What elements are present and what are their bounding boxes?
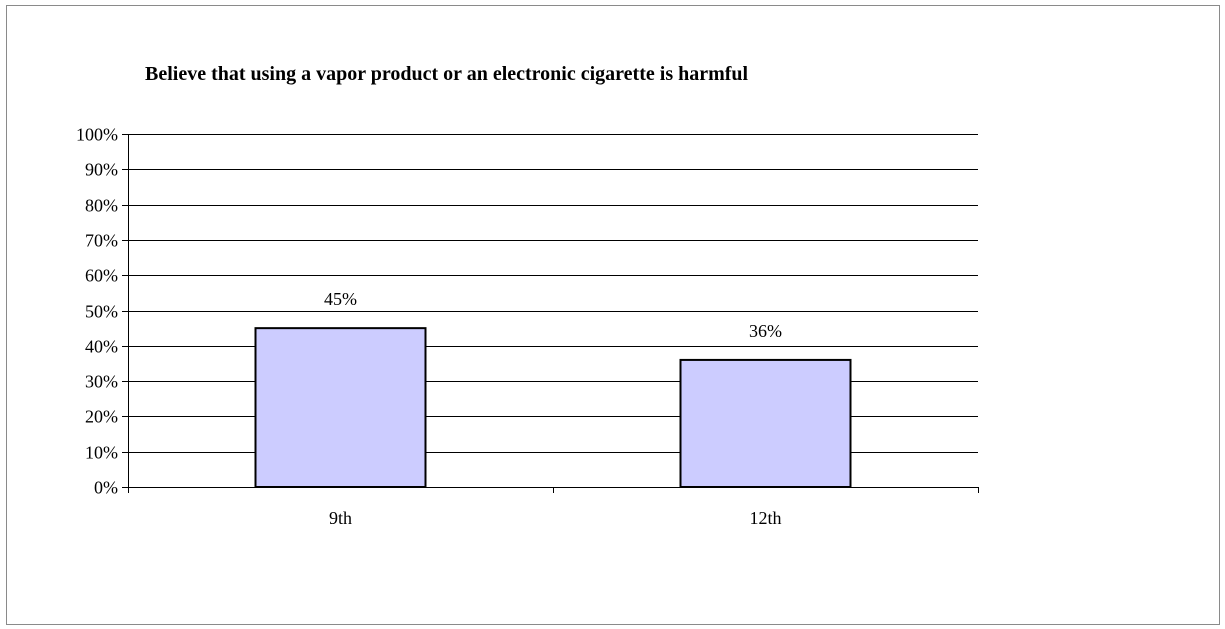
x-tick-label: 12th <box>749 508 781 528</box>
y-tick-label: 0% <box>94 478 118 498</box>
y-tick-label: 80% <box>85 196 118 216</box>
labels: 0% 10% 20% 30% 40% 50% 60% 70% 80% 90% 100% 45% 9th 3… <box>76 125 782 529</box>
x-tick-label: 9th <box>329 508 352 528</box>
y-tick-label: 20% <box>85 407 118 427</box>
data-label: 45% <box>324 289 357 309</box>
chart-title: Believe that using a vapor product or an… <box>145 63 749 85</box>
y-tick-label: 90% <box>85 160 118 180</box>
data-label: 36% <box>749 321 782 341</box>
y-tick-label: 50% <box>85 302 118 322</box>
bars <box>254 327 852 489</box>
y-tick-label: 40% <box>85 337 118 357</box>
y-tick-label: 60% <box>85 266 118 286</box>
chart-frame <box>6 5 1220 625</box>
y-tick-label: 30% <box>85 372 118 392</box>
y-tick-label: 10% <box>85 443 118 463</box>
bar-9th <box>254 327 427 488</box>
y-tick-label: 100% <box>76 125 118 145</box>
y-tick-label: 70% <box>85 231 118 251</box>
bar-12th <box>679 358 852 489</box>
